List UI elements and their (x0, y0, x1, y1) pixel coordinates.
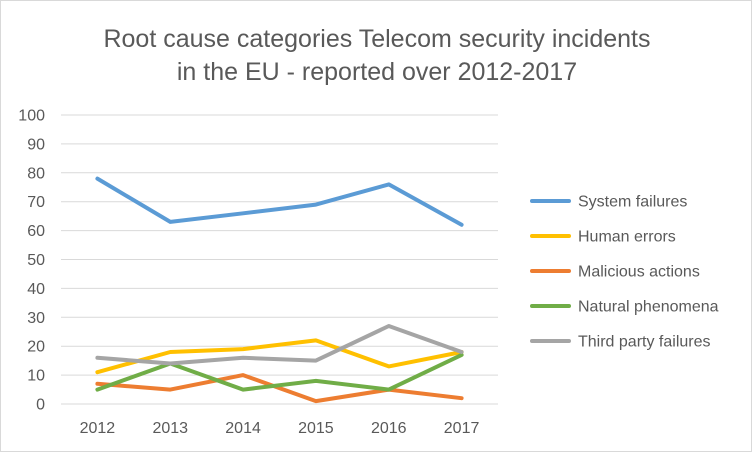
series-line-4 (95, 352, 464, 392)
series-line-1 (95, 176, 464, 227)
y-tick-label-50: 50 (27, 252, 45, 269)
series-line-3 (95, 373, 464, 404)
y-tick-label-0: 0 (36, 397, 45, 414)
x-tick-label-2016: 2016 (371, 420, 407, 437)
x-tick-label-2013: 2013 (152, 420, 188, 437)
y-tick-label-60: 60 (27, 223, 45, 240)
y-tick-label-30: 30 (27, 310, 45, 327)
y-tick-label-10: 10 (27, 368, 45, 385)
y-tick-label-40: 40 (27, 281, 45, 298)
y-tick-label-70: 70 (27, 194, 45, 211)
y-tick-label-80: 80 (27, 165, 45, 182)
chart-title-line-1: Root cause categories Telecom security i… (103, 25, 651, 53)
x-tick-label-2017: 2017 (444, 420, 480, 437)
chart-title-line-2: in the EU - reported over 2012-2017 (176, 58, 578, 86)
y-tick-label-20: 20 (27, 339, 45, 356)
x-tick-label-2012: 2012 (80, 420, 116, 437)
legend-label-4: Natural phenomena (578, 299, 719, 316)
legend-label-5: Third party failures (578, 334, 711, 351)
legend-label-1: System failures (578, 194, 687, 211)
chart-title: Root cause categories Telecom security i… (1, 23, 752, 89)
legend-label-3: Malicious actions (578, 264, 700, 281)
series-line-5 (95, 324, 464, 366)
y-tick-label-90: 90 (27, 136, 45, 153)
x-tick-label-2014: 2014 (225, 420, 261, 437)
x-tick-label-2015: 2015 (298, 420, 334, 437)
legend-label-2: Human errors (578, 229, 676, 246)
series-line-2 (95, 338, 464, 375)
y-tick-label-100: 100 (18, 108, 45, 125)
